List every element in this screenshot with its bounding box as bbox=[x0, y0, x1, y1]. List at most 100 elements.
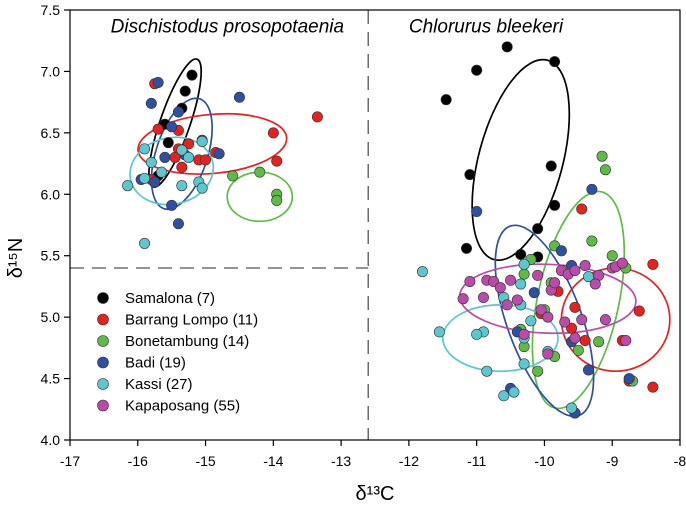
point-series-5-7 bbox=[532, 269, 544, 281]
legend-label-1: Barrang Lompo (11) bbox=[125, 312, 258, 329]
point-series-0-6 bbox=[501, 41, 513, 53]
point-series-3-21 bbox=[582, 364, 594, 376]
panel-title-1: Chlorurus bleekeri bbox=[409, 16, 564, 37]
x-tick-label: -13 bbox=[331, 453, 351, 469]
point-series-5-28 bbox=[501, 299, 513, 311]
ellipse-series-1-0 bbox=[137, 112, 288, 175]
legend-label-4: Kassi (27) bbox=[125, 376, 193, 393]
ellipse-series-4-1 bbox=[441, 304, 559, 373]
x-tick-label: -12 bbox=[399, 453, 419, 469]
point-series-3-7 bbox=[213, 148, 225, 160]
point-series-5-19 bbox=[457, 293, 469, 305]
point-series-2-4 bbox=[596, 150, 608, 162]
legend-marker-4 bbox=[97, 378, 109, 390]
point-series-1-24 bbox=[647, 381, 659, 393]
point-series-4-2 bbox=[156, 166, 168, 178]
point-series-0-13 bbox=[532, 223, 544, 235]
point-series-3-0 bbox=[152, 76, 164, 88]
point-series-4-26 bbox=[498, 390, 510, 402]
point-series-1-7 bbox=[200, 154, 212, 166]
point-series-1-10 bbox=[267, 127, 279, 139]
point-series-5-20 bbox=[542, 311, 554, 323]
legend-marker-2 bbox=[97, 335, 109, 347]
legend: Samalona (7) Barrang Lompo (11) Bonetambun… bbox=[97, 290, 258, 415]
point-series-1-21 bbox=[579, 334, 591, 346]
point-series-1-1 bbox=[152, 123, 164, 135]
point-series-3-1 bbox=[145, 97, 157, 109]
point-series-0-8 bbox=[471, 64, 483, 76]
y-tick-label: 5.5 bbox=[41, 248, 61, 264]
point-series-0-7 bbox=[549, 56, 561, 68]
point-series-4-18 bbox=[525, 315, 537, 327]
y-tick-label: 5.0 bbox=[41, 309, 61, 325]
point-series-2-5 bbox=[599, 164, 611, 176]
x-tick-label: -11 bbox=[467, 453, 486, 469]
point-series-3-10 bbox=[149, 176, 161, 188]
x-tick-label: -10 bbox=[534, 453, 554, 469]
point-series-2-7 bbox=[586, 235, 598, 247]
point-series-4-21 bbox=[433, 326, 445, 338]
point-series-1-17 bbox=[569, 301, 581, 313]
point-series-0-15 bbox=[515, 248, 527, 260]
point-series-3-15 bbox=[555, 245, 567, 257]
point-series-1-14 bbox=[576, 203, 588, 215]
point-series-4-15 bbox=[515, 278, 527, 290]
y-tick-label: 4.5 bbox=[41, 371, 61, 387]
x-axis-label: δ¹³C bbox=[356, 483, 395, 505]
point-series-2-3 bbox=[271, 194, 283, 206]
point-series-2-12 bbox=[518, 268, 530, 280]
point-series-5-0 bbox=[464, 276, 476, 288]
x-tick-label: -15 bbox=[195, 453, 215, 469]
point-series-5-13 bbox=[569, 264, 581, 276]
point-series-3-12 bbox=[166, 199, 178, 211]
point-series-0-9 bbox=[440, 94, 452, 106]
ellipse-series-0-1 bbox=[471, 58, 571, 262]
y-axis-label: δ¹⁵N bbox=[5, 238, 27, 279]
point-series-3-23 bbox=[623, 373, 635, 385]
y-axis: 4.0 4.5 5.0 5.5 6.0 6.5 7.0 7.5 bbox=[41, 2, 70, 448]
point-series-2-9 bbox=[606, 250, 618, 262]
legend-label-5: Kapaposang (55) bbox=[125, 398, 240, 415]
point-series-5-24 bbox=[620, 334, 632, 346]
point-series-5-8 bbox=[535, 304, 547, 316]
point-series-5-6 bbox=[511, 294, 523, 306]
ellipse-series-2-1 bbox=[531, 190, 626, 410]
point-series-4-3 bbox=[145, 156, 157, 168]
point-series-4-12 bbox=[416, 266, 428, 278]
y-tick-label: 7.5 bbox=[41, 2, 61, 18]
point-series-4-27 bbox=[508, 386, 520, 398]
panel-title-0: Dischistodus prosopotaenia bbox=[111, 16, 344, 37]
x-tick-label: -16 bbox=[128, 453, 148, 469]
point-series-0-10 bbox=[545, 160, 557, 172]
point-series-4-8 bbox=[196, 182, 208, 194]
point-series-5-14 bbox=[579, 260, 591, 272]
x-tick-label: -17 bbox=[60, 453, 80, 469]
point-series-1-8 bbox=[176, 161, 188, 173]
x-tick-label: -9 bbox=[606, 453, 619, 469]
point-series-3-11 bbox=[172, 218, 184, 230]
panel-titles: Dischistodus prosopotaenia Chlorurus blee… bbox=[111, 16, 564, 37]
point-series-5-22 bbox=[576, 314, 588, 326]
point-series-4-1 bbox=[176, 144, 188, 156]
point-series-0-4 bbox=[162, 137, 174, 149]
ellipse-series-2-0 bbox=[226, 171, 294, 223]
plot-frame bbox=[69, 9, 681, 441]
point-series-2-1 bbox=[254, 166, 266, 178]
point-series-1-12 bbox=[311, 111, 323, 123]
point-series-1-15 bbox=[647, 258, 659, 270]
y-tick-label: 6.5 bbox=[41, 125, 61, 141]
point-series-0-14 bbox=[460, 242, 472, 254]
point-series-4-22 bbox=[471, 328, 483, 340]
legend-marker-3 bbox=[97, 356, 109, 369]
legend-label-0: Samalona (7) bbox=[125, 290, 215, 307]
point-series-5-27 bbox=[542, 348, 554, 360]
legend-marker-5 bbox=[97, 399, 109, 412]
point-series-5-5 bbox=[505, 274, 517, 286]
point-series-5-1 bbox=[477, 291, 489, 303]
point-series-4-0 bbox=[139, 143, 151, 155]
point-series-5-23 bbox=[599, 314, 611, 326]
point-series-4-5 bbox=[122, 180, 134, 192]
divider-lines bbox=[70, 10, 369, 440]
point-series-1-18 bbox=[633, 305, 645, 317]
legend-marker-1 bbox=[97, 313, 109, 326]
